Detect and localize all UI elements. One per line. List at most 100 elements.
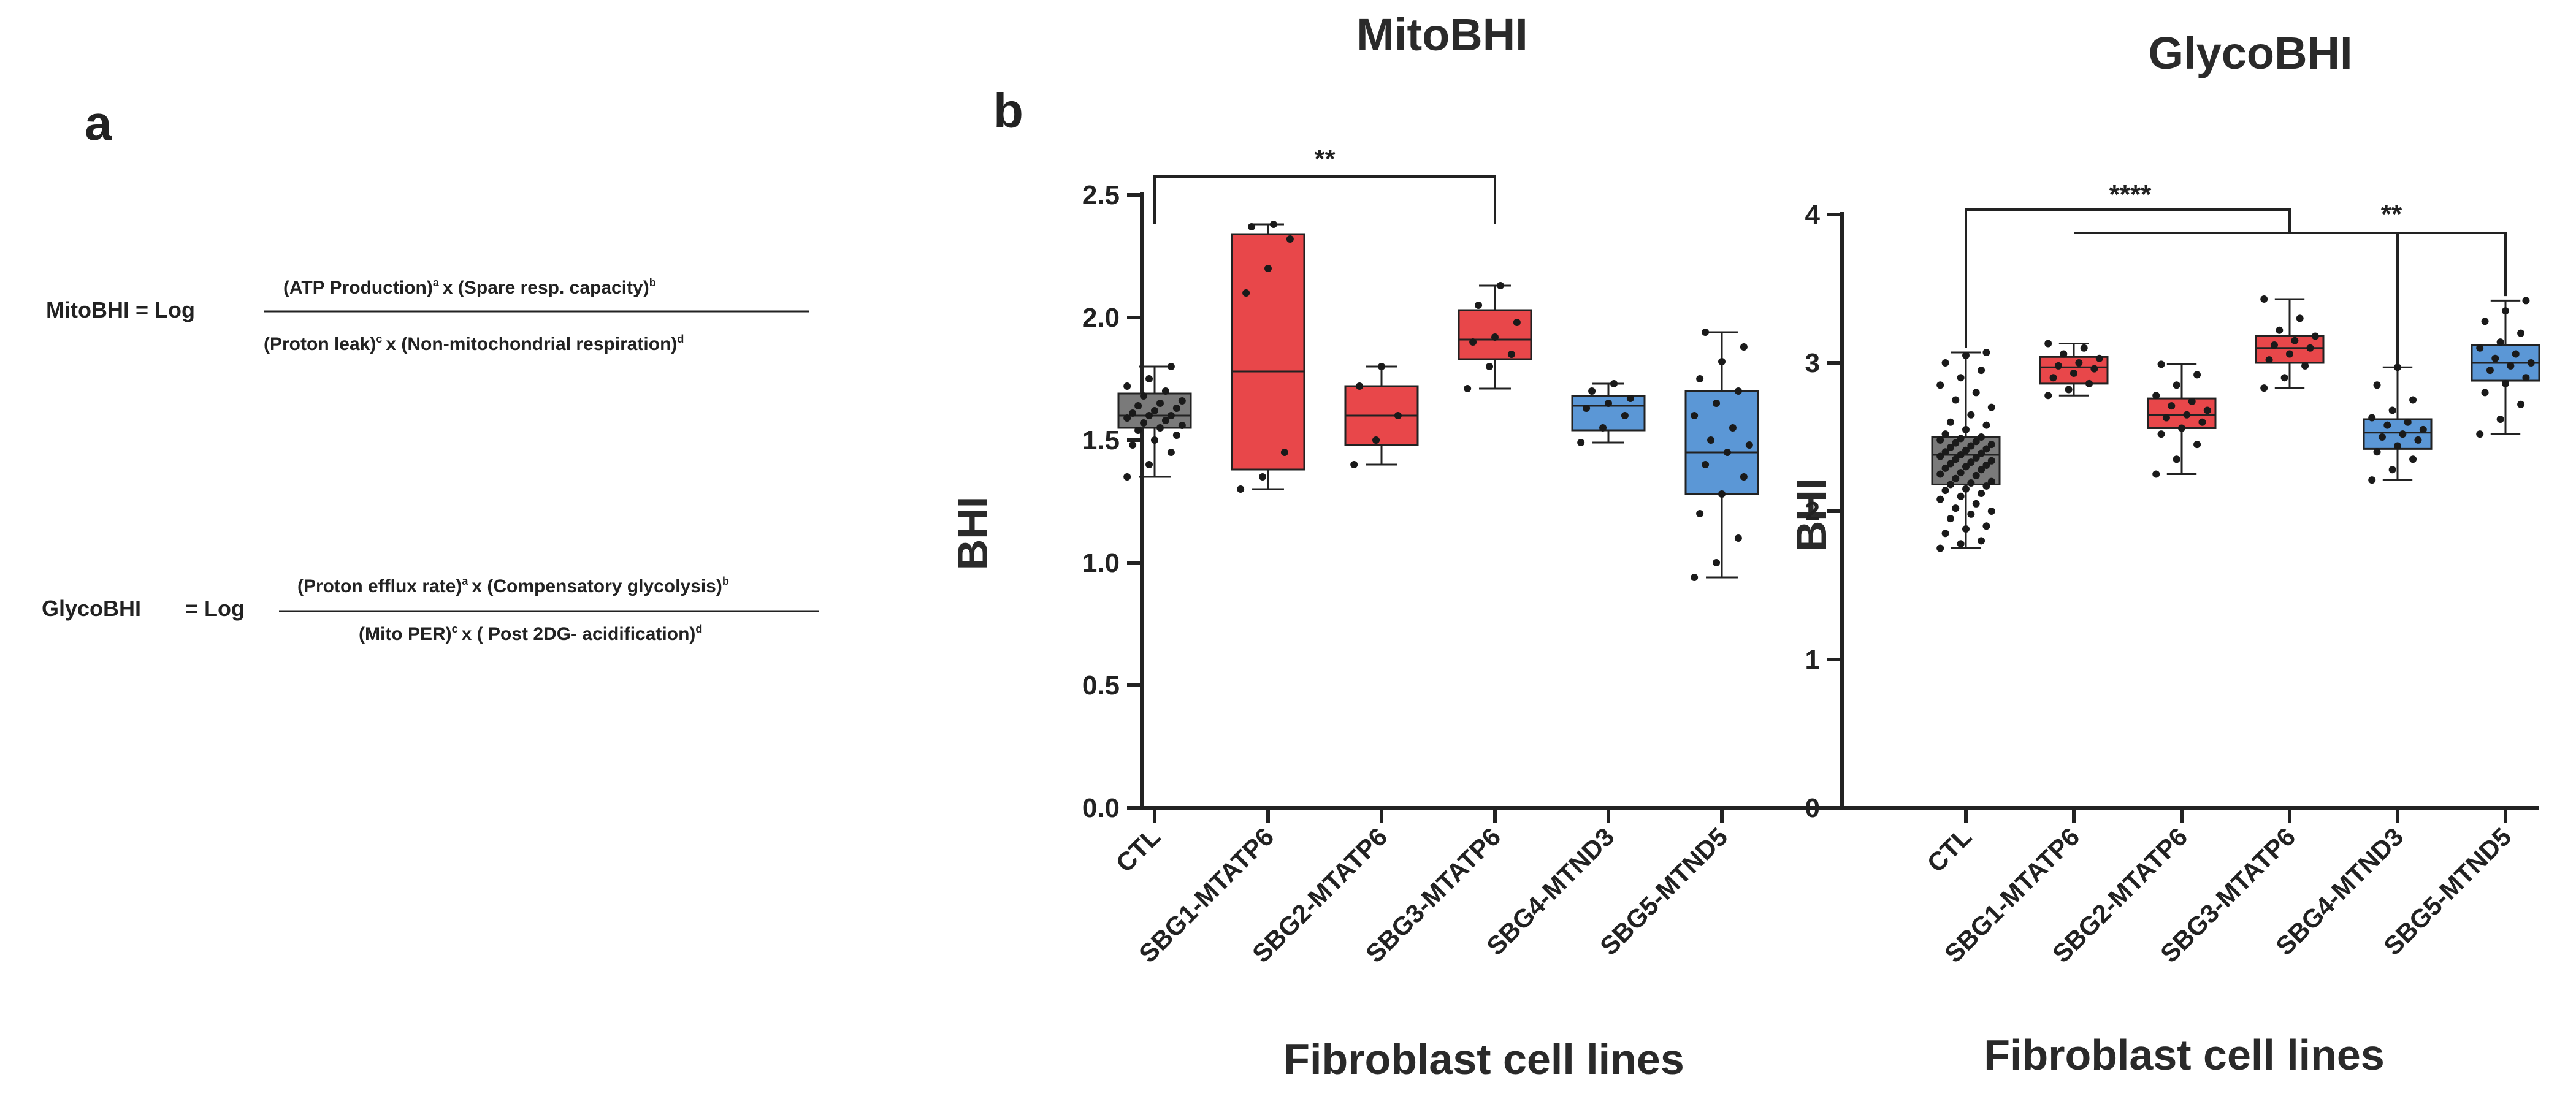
data-point <box>1696 375 1704 382</box>
data-point <box>1987 403 1995 411</box>
x-tick-label-ctl: CTL <box>1921 822 1977 878</box>
box-sbg5-mtnd5 <box>1684 329 1759 581</box>
data-point <box>1941 448 1949 456</box>
data-point <box>2491 354 2499 362</box>
data-point <box>2095 354 2103 362</box>
data-point <box>1952 439 1960 447</box>
data-point <box>1264 265 1272 272</box>
mito-formula-name: MitoBHI = Log <box>46 297 195 322</box>
data-point <box>2044 340 2052 348</box>
y-tick-label: 2 <box>1805 496 1820 527</box>
data-point <box>2090 365 2098 373</box>
data-point <box>2276 326 2284 334</box>
data-point <box>1577 439 1585 446</box>
data-point <box>1513 319 1521 326</box>
data-point <box>2368 414 2376 422</box>
data-point <box>2301 362 2309 370</box>
data-point <box>1972 438 1980 446</box>
data-point <box>1259 473 1267 481</box>
data-point <box>1952 455 1960 463</box>
data-point <box>2152 470 2160 478</box>
mito-den-1: (Proton leak) <box>264 334 376 354</box>
data-point <box>1140 419 1148 427</box>
data-point <box>2198 418 2206 426</box>
data-point <box>1588 387 1596 395</box>
box-sbg4-mtnd3 <box>2363 363 2433 484</box>
mito-den-2-sup: d <box>677 333 684 345</box>
mito-num-1: (ATP Production) <box>283 278 433 298</box>
data-point <box>1967 442 1975 450</box>
data-point <box>2193 441 2201 449</box>
significance-bracket: ** <box>1153 144 1496 224</box>
data-point <box>1967 411 1975 419</box>
data-point <box>1946 481 1954 489</box>
y-tick-label: 0.5 <box>1082 671 1120 701</box>
glyco-den-2: x ( Post 2DG- acidification) <box>462 624 696 644</box>
data-point <box>1982 482 1990 490</box>
data-point <box>1978 537 1986 545</box>
data-point <box>2378 433 2386 441</box>
data-point <box>2049 374 2057 382</box>
data-point <box>2152 392 2160 400</box>
data-point <box>2188 397 2196 405</box>
x-axis-label: Fibroblast cell lines <box>1283 1035 1684 1083</box>
data-point <box>1129 409 1137 417</box>
data-point <box>1691 412 1699 419</box>
y-tick-label: 1 <box>1805 645 1820 675</box>
data-point <box>1982 461 1990 469</box>
glyco-den-1: (Mito PER) <box>359 624 452 644</box>
data-point <box>2183 411 2191 419</box>
data-point <box>1350 461 1358 468</box>
data-point <box>1941 530 1949 538</box>
data-point <box>2311 332 2319 340</box>
significance-label: ** <box>2381 199 2402 229</box>
x-tick-label-ctl: CTL <box>1110 822 1166 878</box>
data-point <box>1161 387 1169 395</box>
glyco-den-2-sup: d <box>695 623 702 635</box>
data-point <box>2044 392 2052 400</box>
data-point <box>1140 392 1148 400</box>
data-point <box>1605 400 1612 407</box>
data-point <box>1957 374 1965 382</box>
x-axis-label: Fibroblast cell lines <box>1984 1031 2385 1079</box>
data-point <box>1946 418 1954 426</box>
data-point <box>1123 473 1131 481</box>
data-point <box>2399 430 2407 438</box>
data-point <box>2522 297 2530 305</box>
glyco-num-1-sup: a <box>462 575 468 587</box>
data-point <box>1946 460 1954 468</box>
data-point <box>1978 466 1986 474</box>
mito-den-2: x (Non-mitochondrial respiration) <box>386 334 677 354</box>
data-point <box>1707 436 1715 444</box>
data-point <box>2476 430 2484 438</box>
data-point <box>1734 534 1742 542</box>
data-point <box>2178 424 2185 432</box>
data-point <box>1248 223 1256 230</box>
box-iqr <box>1231 233 1305 471</box>
data-point <box>1475 302 1483 309</box>
data-point <box>1972 454 1980 462</box>
data-point <box>1167 363 1175 370</box>
data-point <box>1134 427 1142 434</box>
data-point <box>1702 461 1710 468</box>
data-point <box>2507 362 2515 370</box>
significance-label: **** <box>2109 180 2152 210</box>
data-point <box>1972 389 1980 397</box>
data-point <box>1507 351 1515 358</box>
box-sbg1-mtatp6 <box>2039 340 2109 400</box>
data-point <box>1378 363 1385 370</box>
box-sbg2-mtatp6 <box>1344 363 1419 468</box>
panel-b-label: b <box>993 83 1023 138</box>
data-point <box>2527 359 2535 367</box>
data-point <box>1713 559 1721 566</box>
data-point <box>1952 396 1960 404</box>
data-point <box>1123 382 1131 390</box>
data-point <box>2054 362 2062 370</box>
chart-title: GlycoBHI <box>2148 28 2352 78</box>
glyco-den-1-sup: c <box>452 623 458 635</box>
data-point <box>1151 407 1158 414</box>
data-point <box>1237 485 1245 493</box>
data-point <box>1172 432 1180 439</box>
data-point <box>2280 374 2288 382</box>
data-point <box>2173 381 2180 389</box>
